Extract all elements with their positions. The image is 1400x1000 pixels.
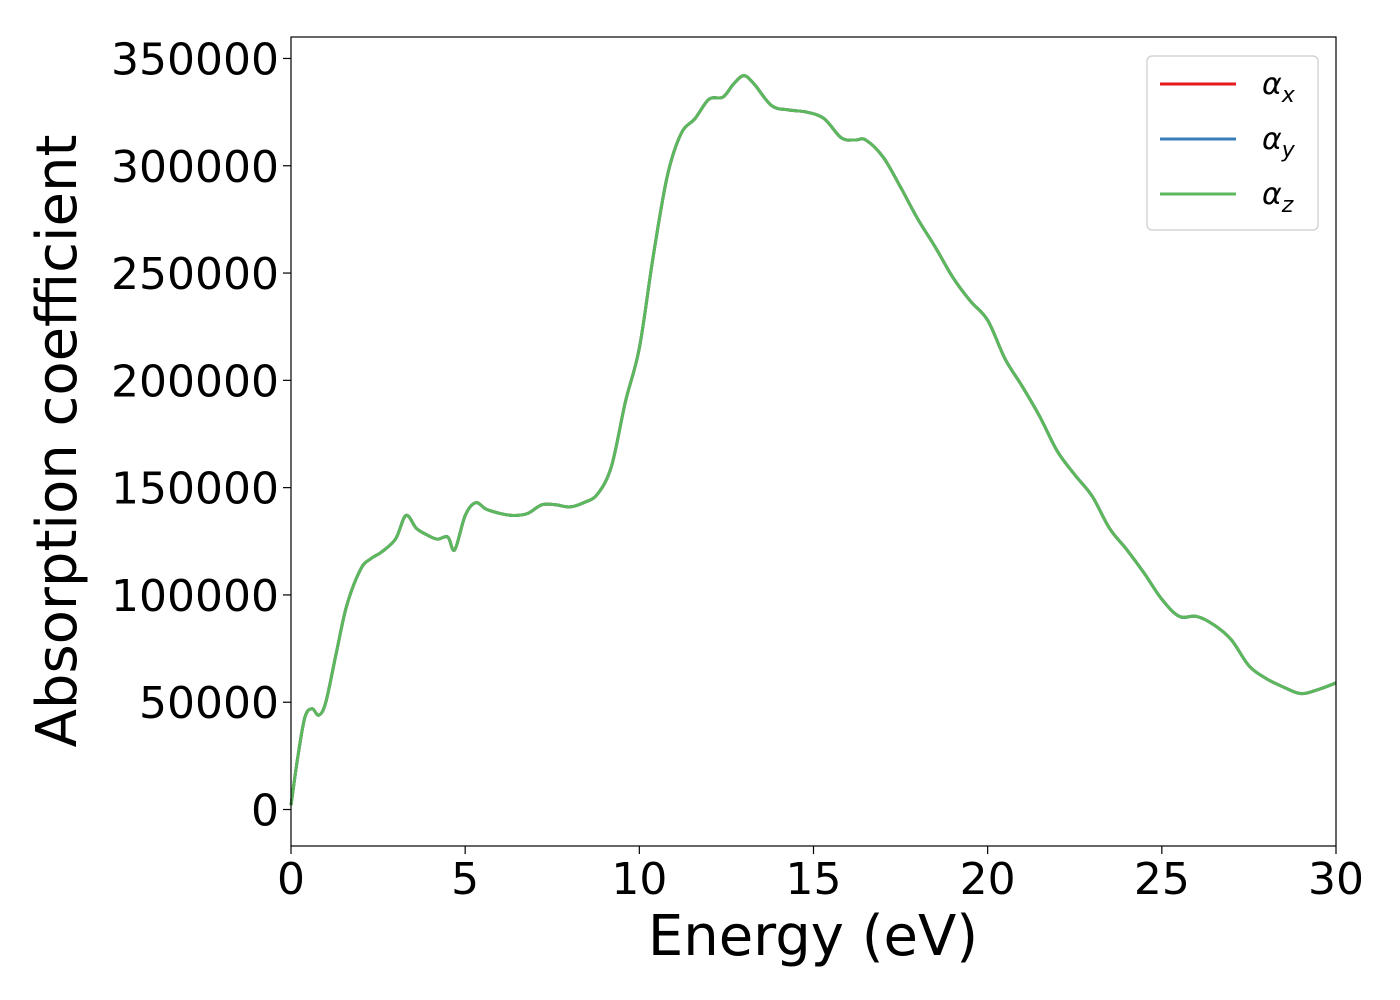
tick-labels: 0 5 10 15 20 25 30 0 50000 100000 150000 200000 2500… [111, 34, 1364, 905]
legend-box [1146, 55, 1319, 231]
y-tick-label: 350000 [111, 34, 279, 85]
x-tick-label: 15 [786, 854, 842, 905]
legend-label-y: αy [1262, 122, 1296, 163]
y-tick-label: 250000 [111, 249, 279, 300]
x-axis-title: Energy (eV) [648, 904, 978, 969]
x-tick-label: 10 [611, 854, 667, 905]
legend-label-x: αx [1262, 67, 1296, 108]
series-line-z [289, 74, 1337, 806]
y-tick-label: 300000 [111, 142, 279, 193]
x-tick-label: 30 [1308, 854, 1364, 905]
x-tick-label: 20 [960, 854, 1016, 905]
x-tick-label: 25 [1134, 854, 1190, 905]
y-tick-label: 50000 [139, 678, 279, 729]
x-tick-label: 5 [451, 854, 479, 905]
axes [283, 36, 1337, 854]
y-tick-label: 200000 [111, 356, 279, 407]
y-tick-label: 0 [251, 786, 279, 837]
y-tick-label: 150000 [111, 464, 279, 515]
y-tick-label: 100000 [111, 571, 279, 622]
legend: αx αy αz [1146, 55, 1319, 231]
y-axis-title: Absorption coefficient [25, 135, 90, 748]
series-layer [289, 74, 1337, 806]
x-tick-label: 0 [277, 854, 305, 905]
legend-label-z: αz [1262, 177, 1294, 218]
